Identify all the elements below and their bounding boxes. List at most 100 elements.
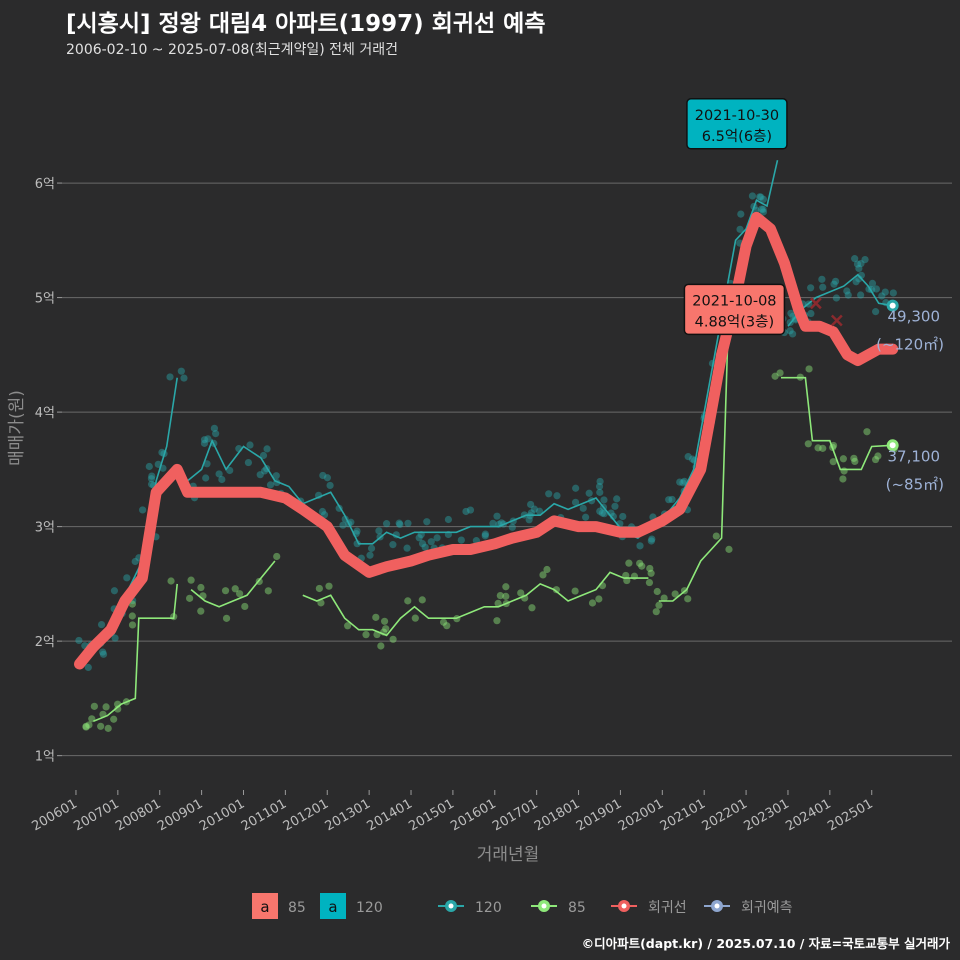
callout-date: 2021-10-08 <box>692 293 776 309</box>
transaction-dot <box>839 455 847 463</box>
transaction-dot <box>344 622 352 630</box>
transaction-dot <box>588 599 597 607</box>
transaction-dot <box>757 205 766 213</box>
transaction-dot <box>600 496 608 504</box>
transaction-dot <box>395 519 403 527</box>
transaction-dot <box>148 472 156 480</box>
transaction-dot <box>776 369 784 377</box>
callout-price: 6.5억(6층) <box>702 128 772 145</box>
x-tick-label: 201701 <box>490 796 540 834</box>
transaction-dot <box>853 260 862 268</box>
x-axis-label: 거래년월 <box>477 845 540 865</box>
transaction-dot <box>872 285 881 293</box>
transaction-dot <box>851 457 859 466</box>
transaction-dot <box>433 534 441 542</box>
transaction-dot <box>517 589 525 597</box>
chart-subtitle: 2006-02-10 ~ 2025-07-08(최근계약일) 전체 거래건 <box>66 42 398 58</box>
x-tick-label: 201601 <box>448 796 498 834</box>
transaction-dot <box>571 587 579 595</box>
transaction-dot <box>625 559 633 567</box>
transaction-dot <box>418 596 426 604</box>
transaction-dot <box>166 373 174 381</box>
annotations: 49,300 (~120㎡) 37,100 (~85㎡) 2021-10-30 6.5억(… <box>683 98 944 493</box>
transaction-dot <box>525 516 533 524</box>
y-tick-label: 2억 <box>35 635 55 650</box>
x-tick-label: 201501 <box>406 796 456 834</box>
legend-dot-center <box>448 903 454 909</box>
legend-label: 회귀예측 <box>741 900 793 916</box>
grid-lines <box>62 182 952 757</box>
transaction-dot <box>128 612 136 620</box>
transaction-dot <box>131 557 139 566</box>
transaction-dot <box>367 544 376 552</box>
transaction-dot <box>382 520 391 528</box>
transaction-dot <box>259 451 268 460</box>
callout-box <box>686 98 788 150</box>
transaction-dot <box>256 471 264 479</box>
x-tick-label: 201001 <box>197 796 247 834</box>
transaction-dot <box>819 283 827 291</box>
transaction-dot <box>84 663 92 672</box>
transaction-dot <box>748 192 757 200</box>
transaction-dot <box>99 648 107 656</box>
legend-dot-center <box>621 903 627 909</box>
transaction-dot <box>180 374 188 382</box>
transaction-dot <box>462 507 470 516</box>
x-tick-label: 201201 <box>281 796 331 834</box>
transaction-dot <box>543 565 551 574</box>
transaction-dot <box>868 279 877 287</box>
transaction-dot <box>218 475 226 484</box>
transaction-dot <box>187 576 195 584</box>
transaction-dot <box>210 424 219 432</box>
transaction-dot <box>315 584 323 593</box>
y-axis-label: 매매가(원) <box>7 390 27 466</box>
transaction-dot <box>552 586 560 594</box>
transaction-dot <box>123 574 131 582</box>
transaction-dot <box>647 569 655 577</box>
source-footer: ©디아파트(dapt.kr) / 2025.07.10 / 자료=국토교통부 실… <box>581 936 950 951</box>
transaction-dot <box>493 512 501 520</box>
transaction-dot <box>260 467 269 475</box>
transaction-dot <box>325 582 333 590</box>
transaction-dot <box>819 444 827 452</box>
legend-dot-center <box>714 903 720 909</box>
transaction-dot <box>535 507 544 515</box>
transaction-dot <box>756 193 764 201</box>
transaction-dot <box>139 506 147 514</box>
transaction-dot <box>600 510 608 518</box>
transaction-dot <box>423 518 431 526</box>
transaction-dot <box>830 280 838 288</box>
transaction-dot <box>489 519 497 528</box>
transaction-dot <box>804 440 812 448</box>
transaction-dot <box>582 513 590 521</box>
transaction-dot <box>236 590 244 598</box>
x-tick-label: 202501 <box>825 796 875 834</box>
transaction-dot <box>737 210 745 218</box>
transaction-dot <box>857 260 865 268</box>
transaction-dot <box>736 225 744 233</box>
legend-label: 120 <box>356 900 383 916</box>
transaction-dot <box>596 488 604 496</box>
transaction-dot <box>872 308 880 316</box>
transaction-dot <box>326 481 334 490</box>
transaction-dot <box>787 309 795 317</box>
forecast-marker <box>830 314 843 327</box>
transaction-dot <box>319 471 327 480</box>
regression-line <box>74 211 899 670</box>
legend-label: 85 <box>568 900 586 916</box>
transaction-dot <box>596 477 604 486</box>
transaction-dot <box>145 462 153 471</box>
transaction-dot <box>110 587 119 595</box>
transaction-dot <box>759 205 767 213</box>
transaction-dot <box>415 534 423 542</box>
x-tick-label: 200701 <box>71 796 121 834</box>
transaction-dot <box>648 535 656 543</box>
transaction-dot <box>197 583 205 592</box>
transaction-dot <box>771 372 779 380</box>
transaction-dot <box>197 607 205 615</box>
transaction-dot <box>725 545 733 553</box>
transaction-dot <box>147 480 156 488</box>
transaction-dot <box>147 475 156 483</box>
transaction-dot <box>264 587 272 595</box>
end-value-label: 37,100 <box>888 447 941 465</box>
